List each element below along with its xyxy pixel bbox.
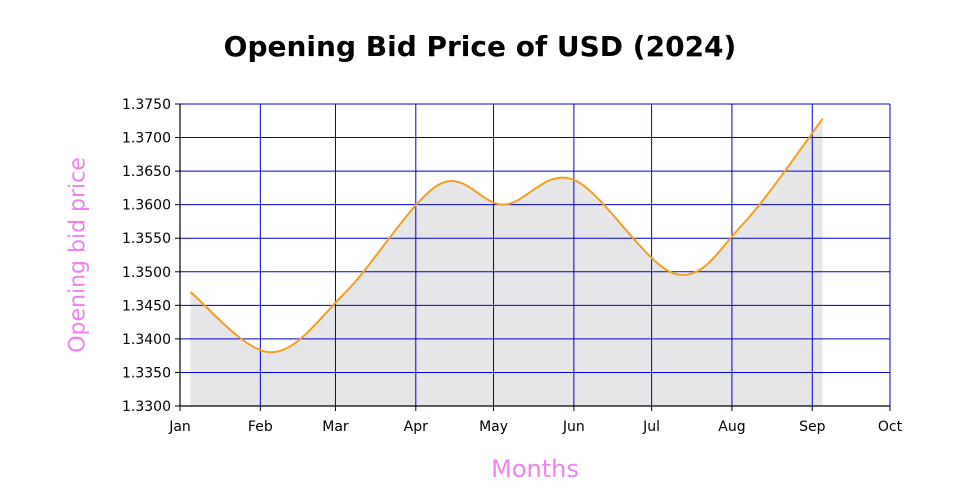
y-tick-label: 1.3350 <box>122 365 171 381</box>
y-tick-label: 1.3450 <box>122 298 171 314</box>
y-tick-label: 1.3550 <box>122 231 171 247</box>
series-area <box>190 118 823 406</box>
y-tick-label: 1.3400 <box>122 332 171 348</box>
y-tick-label: 1.3300 <box>122 399 171 415</box>
y-tick-label: 1.3700 <box>122 131 171 147</box>
x-tick-label: Aug <box>718 419 745 435</box>
y-tick-label: 1.3750 <box>122 97 171 113</box>
x-tick-label: Jan <box>168 419 191 435</box>
x-axis-label: Months <box>491 455 579 483</box>
x-tick-label: Oct <box>878 419 903 435</box>
x-tick-label: Apr <box>404 419 428 435</box>
x-tick-label: Feb <box>248 419 273 435</box>
y-tick-label: 1.3500 <box>122 265 171 281</box>
x-tick-label: May <box>479 419 508 435</box>
x-tick-label: Mar <box>322 419 349 435</box>
x-tick-label: Jun <box>562 419 585 435</box>
y-tick-label: 1.3600 <box>122 198 171 214</box>
x-tick-label: Sep <box>799 419 826 435</box>
chart-title: Opening Bid Price of USD (2024) <box>223 30 737 63</box>
series-line <box>189 118 824 354</box>
y-tick-label: 1.3650 <box>122 164 171 180</box>
y-axis-label: Opening bid price <box>65 157 91 353</box>
x-tick-label: Jul <box>642 419 660 435</box>
